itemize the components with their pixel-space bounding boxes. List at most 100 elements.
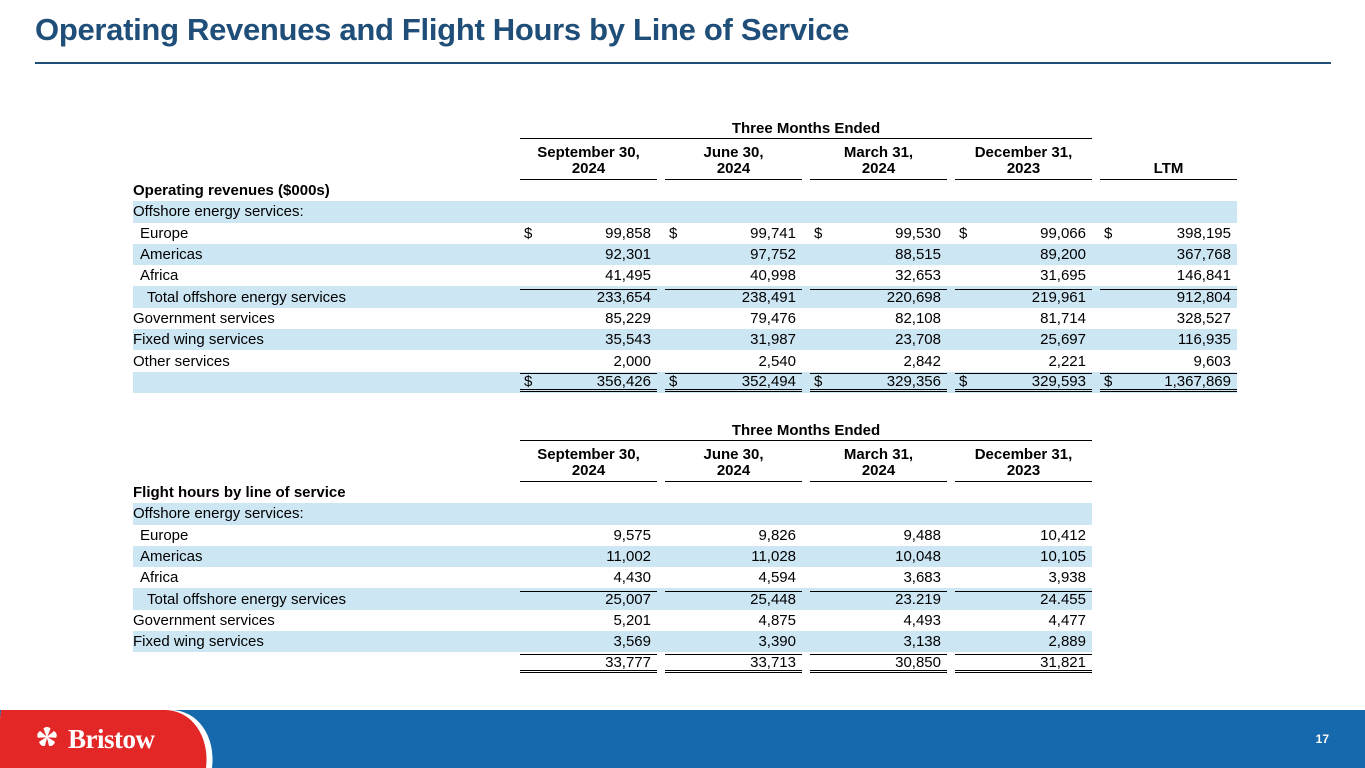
span-spacer bbox=[133, 119, 520, 139]
value-cell: 23.219 bbox=[810, 591, 947, 607]
cell-value: 146,841 bbox=[1176, 267, 1231, 285]
value-cell: 88,515 bbox=[810, 247, 947, 262]
value-cell: 31,987 bbox=[665, 332, 802, 347]
value-cell: 3,938 bbox=[955, 570, 1092, 585]
cell-value: 220,698 bbox=[886, 289, 941, 307]
row-label: Europe bbox=[140, 224, 189, 242]
value-cell: $352,494 bbox=[665, 372, 802, 392]
value-cell: 30,850 bbox=[810, 653, 947, 673]
value-cell: 11,028 bbox=[665, 549, 802, 564]
currency-symbol: $ bbox=[1104, 372, 1113, 390]
table-header-row: September 30, 2024 June 30, 2024 March 31,… bbox=[133, 444, 1092, 482]
value-cell: 9,488 bbox=[810, 528, 947, 543]
row-label: Europe bbox=[140, 526, 189, 544]
column-header: June 30, 2024 bbox=[665, 142, 802, 180]
cell-value: 9,826 bbox=[758, 526, 796, 544]
value-cell: 24.455 bbox=[955, 591, 1092, 607]
cell-value: 97,752 bbox=[750, 246, 796, 264]
cell-value: 1,367,869 bbox=[1164, 372, 1231, 390]
value-cell: 3,569 bbox=[520, 634, 657, 649]
value-cell: 25,697 bbox=[955, 332, 1092, 347]
value-cell: $99,066 bbox=[955, 226, 1092, 241]
table-header-row: September 30, 2024 June 30, 2024 March 31,… bbox=[133, 142, 1237, 180]
cell-value: 233,654 bbox=[596, 289, 651, 307]
bristow-star-icon bbox=[34, 724, 60, 755]
row-cells: 25,007 25,448 23.219 24.455 bbox=[520, 591, 1092, 607]
title-rule bbox=[35, 62, 1331, 64]
header-cells: September 30, 2024 June 30, 2024 March 31,… bbox=[520, 142, 1237, 180]
cell-value: 352,494 bbox=[741, 372, 796, 390]
value-cell: 4,594 bbox=[665, 570, 802, 585]
value-cell: 89,200 bbox=[955, 247, 1092, 262]
row-cells: 33,777 33,713 30,850 31,821 bbox=[520, 653, 1092, 673]
currency-symbol: $ bbox=[524, 224, 533, 242]
value-cell: 3,138 bbox=[810, 634, 947, 649]
column-header: September 30, 2024 bbox=[520, 444, 657, 482]
cell-value: 33,713 bbox=[750, 653, 796, 671]
cell-value: 81,714 bbox=[1040, 309, 1086, 327]
column-header: December 31, 2023 bbox=[955, 444, 1092, 482]
value-cell: $99,530 bbox=[810, 226, 947, 241]
value-cell: 146,841 bbox=[1100, 268, 1237, 283]
value-cell: 10,105 bbox=[955, 549, 1092, 564]
cell-value: 4,477 bbox=[1048, 611, 1086, 629]
value-cell: $1,367,869 bbox=[1100, 372, 1237, 392]
cell-value: 3,569 bbox=[613, 633, 651, 651]
cell-value: 2,000 bbox=[613, 352, 651, 370]
cell-value: 2,221 bbox=[1048, 352, 1086, 370]
cell-value: 2,889 bbox=[1048, 633, 1086, 651]
currency-symbol: $ bbox=[1104, 224, 1113, 242]
row-label: Operating revenues ($000s) bbox=[133, 182, 330, 200]
value-cell: 116,935 bbox=[1100, 332, 1237, 347]
cell-value: 4,594 bbox=[758, 569, 796, 587]
table-row: Flight hours by line of service bbox=[133, 482, 1092, 503]
cell-value: 3,138 bbox=[903, 633, 941, 651]
cell-value: 35,543 bbox=[605, 331, 651, 349]
cell-value: 116,935 bbox=[1177, 331, 1231, 349]
cell-value: 329,593 bbox=[1031, 372, 1086, 390]
cell-value: 25,448 bbox=[750, 591, 796, 609]
value-cell: 31,821 bbox=[955, 653, 1092, 673]
value-cell: 2,842 bbox=[810, 354, 947, 369]
value-cell: $99,858 bbox=[520, 226, 657, 241]
value-cell: 97,752 bbox=[665, 247, 802, 262]
value-cell: 33,777 bbox=[520, 653, 657, 673]
table-row: $356,426 $352,494 $329,356 $329,593 $1,367,8… bbox=[133, 371, 1237, 393]
value-cell: 3,390 bbox=[665, 634, 802, 649]
cell-value: 99,530 bbox=[895, 224, 941, 242]
cell-value: 3,683 bbox=[903, 569, 941, 587]
column-header: March 31, 2024 bbox=[810, 444, 947, 482]
table-row: Americas 11,002 11,028 10,048 10,105 bbox=[133, 545, 1092, 568]
row-cells: $99,858 $99,741 $99,530 $99,066 $398,195 bbox=[520, 226, 1237, 241]
cell-value: 912,804 bbox=[1176, 289, 1231, 307]
cell-value: 32,653 bbox=[895, 267, 941, 285]
cell-value: 23,708 bbox=[895, 331, 941, 349]
cell-value: 79,476 bbox=[750, 309, 796, 327]
table-row: Offshore energy services: bbox=[133, 503, 1092, 525]
table-row: Total offshore energy services 25,007 25,4… bbox=[133, 588, 1092, 610]
cell-value: 40,998 bbox=[750, 267, 796, 285]
value-cell: 4,430 bbox=[520, 570, 657, 585]
row-label: Americas bbox=[140, 548, 203, 566]
column-header: December 31, 2023 bbox=[955, 142, 1092, 180]
column-header: March 31, 2024 bbox=[810, 142, 947, 180]
cell-value: 219,961 bbox=[1031, 289, 1086, 307]
cell-value: 10,105 bbox=[1040, 548, 1086, 566]
value-cell: 92,301 bbox=[520, 247, 657, 262]
value-cell: 238,491 bbox=[665, 289, 802, 305]
value-cell: 10,412 bbox=[955, 528, 1092, 543]
cell-value: 85,229 bbox=[605, 309, 651, 327]
span-header: Three Months Ended bbox=[520, 421, 1092, 441]
cell-value: 3,390 bbox=[758, 633, 796, 651]
cell-value: 23.219 bbox=[895, 591, 941, 609]
value-cell: 9,826 bbox=[665, 528, 802, 543]
value-cell: 367,768 bbox=[1100, 247, 1237, 262]
cell-value: 10,412 bbox=[1040, 526, 1086, 544]
cell-value: 5,201 bbox=[613, 611, 651, 629]
table-row: Europe 9,575 9,826 9,488 10,412 bbox=[133, 525, 1092, 546]
currency-symbol: $ bbox=[524, 372, 533, 390]
bristow-logo-text: Bristow bbox=[68, 723, 155, 754]
cell-value: 2,842 bbox=[903, 352, 941, 370]
cell-value: 25,697 bbox=[1040, 331, 1086, 349]
cell-value: 356,426 bbox=[596, 372, 651, 390]
